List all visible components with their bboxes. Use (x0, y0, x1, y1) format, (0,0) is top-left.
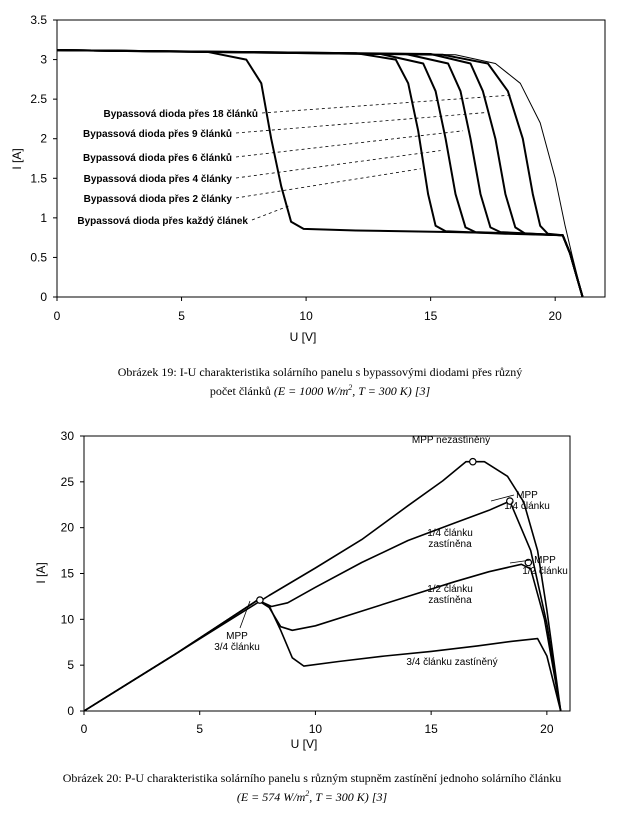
pu-y-tick-label: 0 (67, 704, 74, 718)
iu-x-tick-label: 5 (178, 309, 185, 323)
pu-axis-ticks: 0 5 10 15 20 0 5 10 15 20 25 30 (61, 429, 554, 736)
label-mpp-half-1: MPP (534, 555, 556, 566)
label-quarter-curve-1: 1/4 článku (427, 528, 473, 539)
pu-y-tick-label: 30 (61, 429, 75, 443)
iu-x-tick-label: 0 (54, 309, 61, 323)
caption-figure-20: Obrázek 20: P-U charakteristika solárníh… (6, 771, 618, 805)
pu-chart: 0 5 10 15 20 0 5 10 15 20 25 30 U [V] I [A] MPP nez… (34, 429, 571, 751)
caption-20-rest: , T = 300 K) (309, 790, 369, 804)
iu-y-tick-label: 0 (40, 290, 47, 304)
leader-mpp-threeq (239, 600, 251, 629)
label-quarter-curve-2: zastíněna (428, 539, 472, 550)
caption-19-line2: počet článků (E = 1000 W/m2, T = 300 K) … (60, 380, 580, 399)
pu-y-tick-label: 15 (61, 567, 75, 581)
pu-series-1-4-clanku-zastinena (83, 500, 562, 712)
pu-x-tick-label: 10 (309, 722, 323, 736)
iu-curves (56, 49, 584, 298)
label-mpp-threeq-1: MPP (226, 631, 248, 642)
iu-x-tick-label: 20 (549, 309, 563, 323)
pu-curves (83, 460, 562, 712)
label-mpp-half-2: 1/2 článku (522, 566, 568, 577)
iu-annotation-leader (235, 112, 486, 134)
pu-x-tick-label: 15 (424, 722, 438, 736)
iu-y-axis-label: I [A] (10, 148, 24, 169)
label-half-curve-1: 1/2 článku (427, 584, 473, 595)
iu-series-bez-bypassu (56, 49, 584, 298)
iu-y-tick-label: 1 (40, 211, 47, 225)
pu-x-tick-label: 0 (81, 722, 88, 736)
label-mpp-threeq-2: 3/4 článku (214, 642, 260, 653)
leader-mpp-half (509, 559, 532, 564)
caption-20-line1: Obrázek 20: P-U charakteristika solárníh… (62, 771, 562, 785)
iu-y-tick-label: 3 (40, 53, 47, 67)
caption-19-ref: [3] (411, 384, 431, 398)
label-mpp-quarter-1: MPP (516, 490, 538, 501)
iu-annotation-label: Bypassová dioda přes 2 články (84, 194, 233, 205)
pu-x-tick-label: 5 (196, 722, 203, 736)
iu-x-axis-label: U [V] (290, 330, 317, 344)
caption-20-ref: [3] (368, 790, 388, 804)
iu-y-tick-label: 2 (40, 132, 47, 146)
iu-chart: 0 5 10 15 20 0 0.5 1 1.5 2 2.5 3 3.5 Bypassová dioda… (10, 13, 606, 344)
iu-y-tick-label: 1.5 (30, 171, 47, 185)
iu-annotation-label: Bypassová dioda přes 6 článků (83, 152, 232, 164)
caption-19-line1: Obrázek 19: I-U charakteristika solárníh… (117, 365, 523, 379)
iu-annotation-label: Bypassová dioda přes každý článek (77, 216, 248, 227)
caption-20-line2: (E = 574 W/m2, T = 300 K) [3] (6, 786, 618, 805)
iu-annotation-leader (235, 150, 441, 179)
iu-annotation-leader (235, 168, 421, 199)
caption-19-prefix: počet článků (209, 384, 274, 398)
caption-20-sup: 2 (305, 789, 310, 798)
label-mpp-quarter-2: 1/4 článku (504, 501, 550, 512)
mpp-marker-mpp-3-4-clanku (256, 596, 264, 604)
caption-20-cond: (E = 574 W/m (236, 790, 306, 804)
iu-y-tick-label: 3.5 (30, 13, 47, 27)
caption-19-rest: , T = 300 K) (352, 384, 412, 398)
iu-annotation-leader (261, 94, 511, 114)
iu-x-tick-label: 10 (299, 309, 313, 323)
iu-y-tick-label: 2.5 (30, 92, 47, 106)
iu-annotation-leader (251, 205, 289, 221)
caption-figure-19: Obrázek 19: I-U charakteristika solárníh… (60, 365, 580, 399)
pu-y-axis-label: I [A] (34, 562, 48, 583)
pu-y-tick-label: 5 (67, 658, 74, 672)
mpp-marker-mpp-nezastineny (468, 457, 477, 466)
iu-axis-ticks: 0 5 10 15 20 0 0.5 1 1.5 2 2.5 3 3.5 (30, 13, 562, 323)
pu-x-tick-label: 20 (540, 722, 554, 736)
pu-y-tick-label: 25 (61, 475, 75, 489)
pu-x-axis-label: U [V] (291, 737, 318, 751)
label-half-curve-2: zastíněna (428, 595, 472, 606)
iu-annotations: Bypassová dioda přes 18 článků Bypassová … (77, 94, 511, 227)
leader-mpp-quarter (490, 494, 515, 502)
iu-series-bypassova-dioda-pres-18-clanku (56, 49, 584, 298)
iu-annotation-leader (235, 130, 464, 158)
caption-19-cond: (E = 1000 W/m (273, 384, 349, 398)
iu-plot-frame (56, 19, 606, 298)
iu-annotation-label: Bypassová dioda přes 18 článků (103, 108, 258, 120)
mpp-marker-mpp-1-4-clanku (506, 497, 514, 505)
caption-19-sup: 2 (348, 383, 353, 392)
pu-y-tick-label: 10 (61, 612, 75, 626)
label-mpp-full: MPP nezastíněný (412, 435, 490, 446)
label-threeq-curve: 3/4 článku zastíněný (406, 657, 497, 668)
iu-annotation-label: Bypassová dioda přes 9 článků (83, 128, 232, 140)
pu-series-nezastineny (83, 460, 562, 712)
pu-plot-frame (83, 435, 571, 712)
pu-y-tick-label: 20 (61, 521, 75, 535)
iu-x-tick-label: 15 (424, 309, 438, 323)
pu-series-1-2-clanku-zastinena (83, 563, 562, 712)
pu-mpp-markers (256, 457, 533, 604)
pu-series-3-4-clanku-zastineny (83, 599, 562, 712)
iu-annotation-label: Bypassová dioda přes 4 články (84, 174, 233, 185)
iu-y-tick-label: 0.5 (30, 250, 47, 264)
